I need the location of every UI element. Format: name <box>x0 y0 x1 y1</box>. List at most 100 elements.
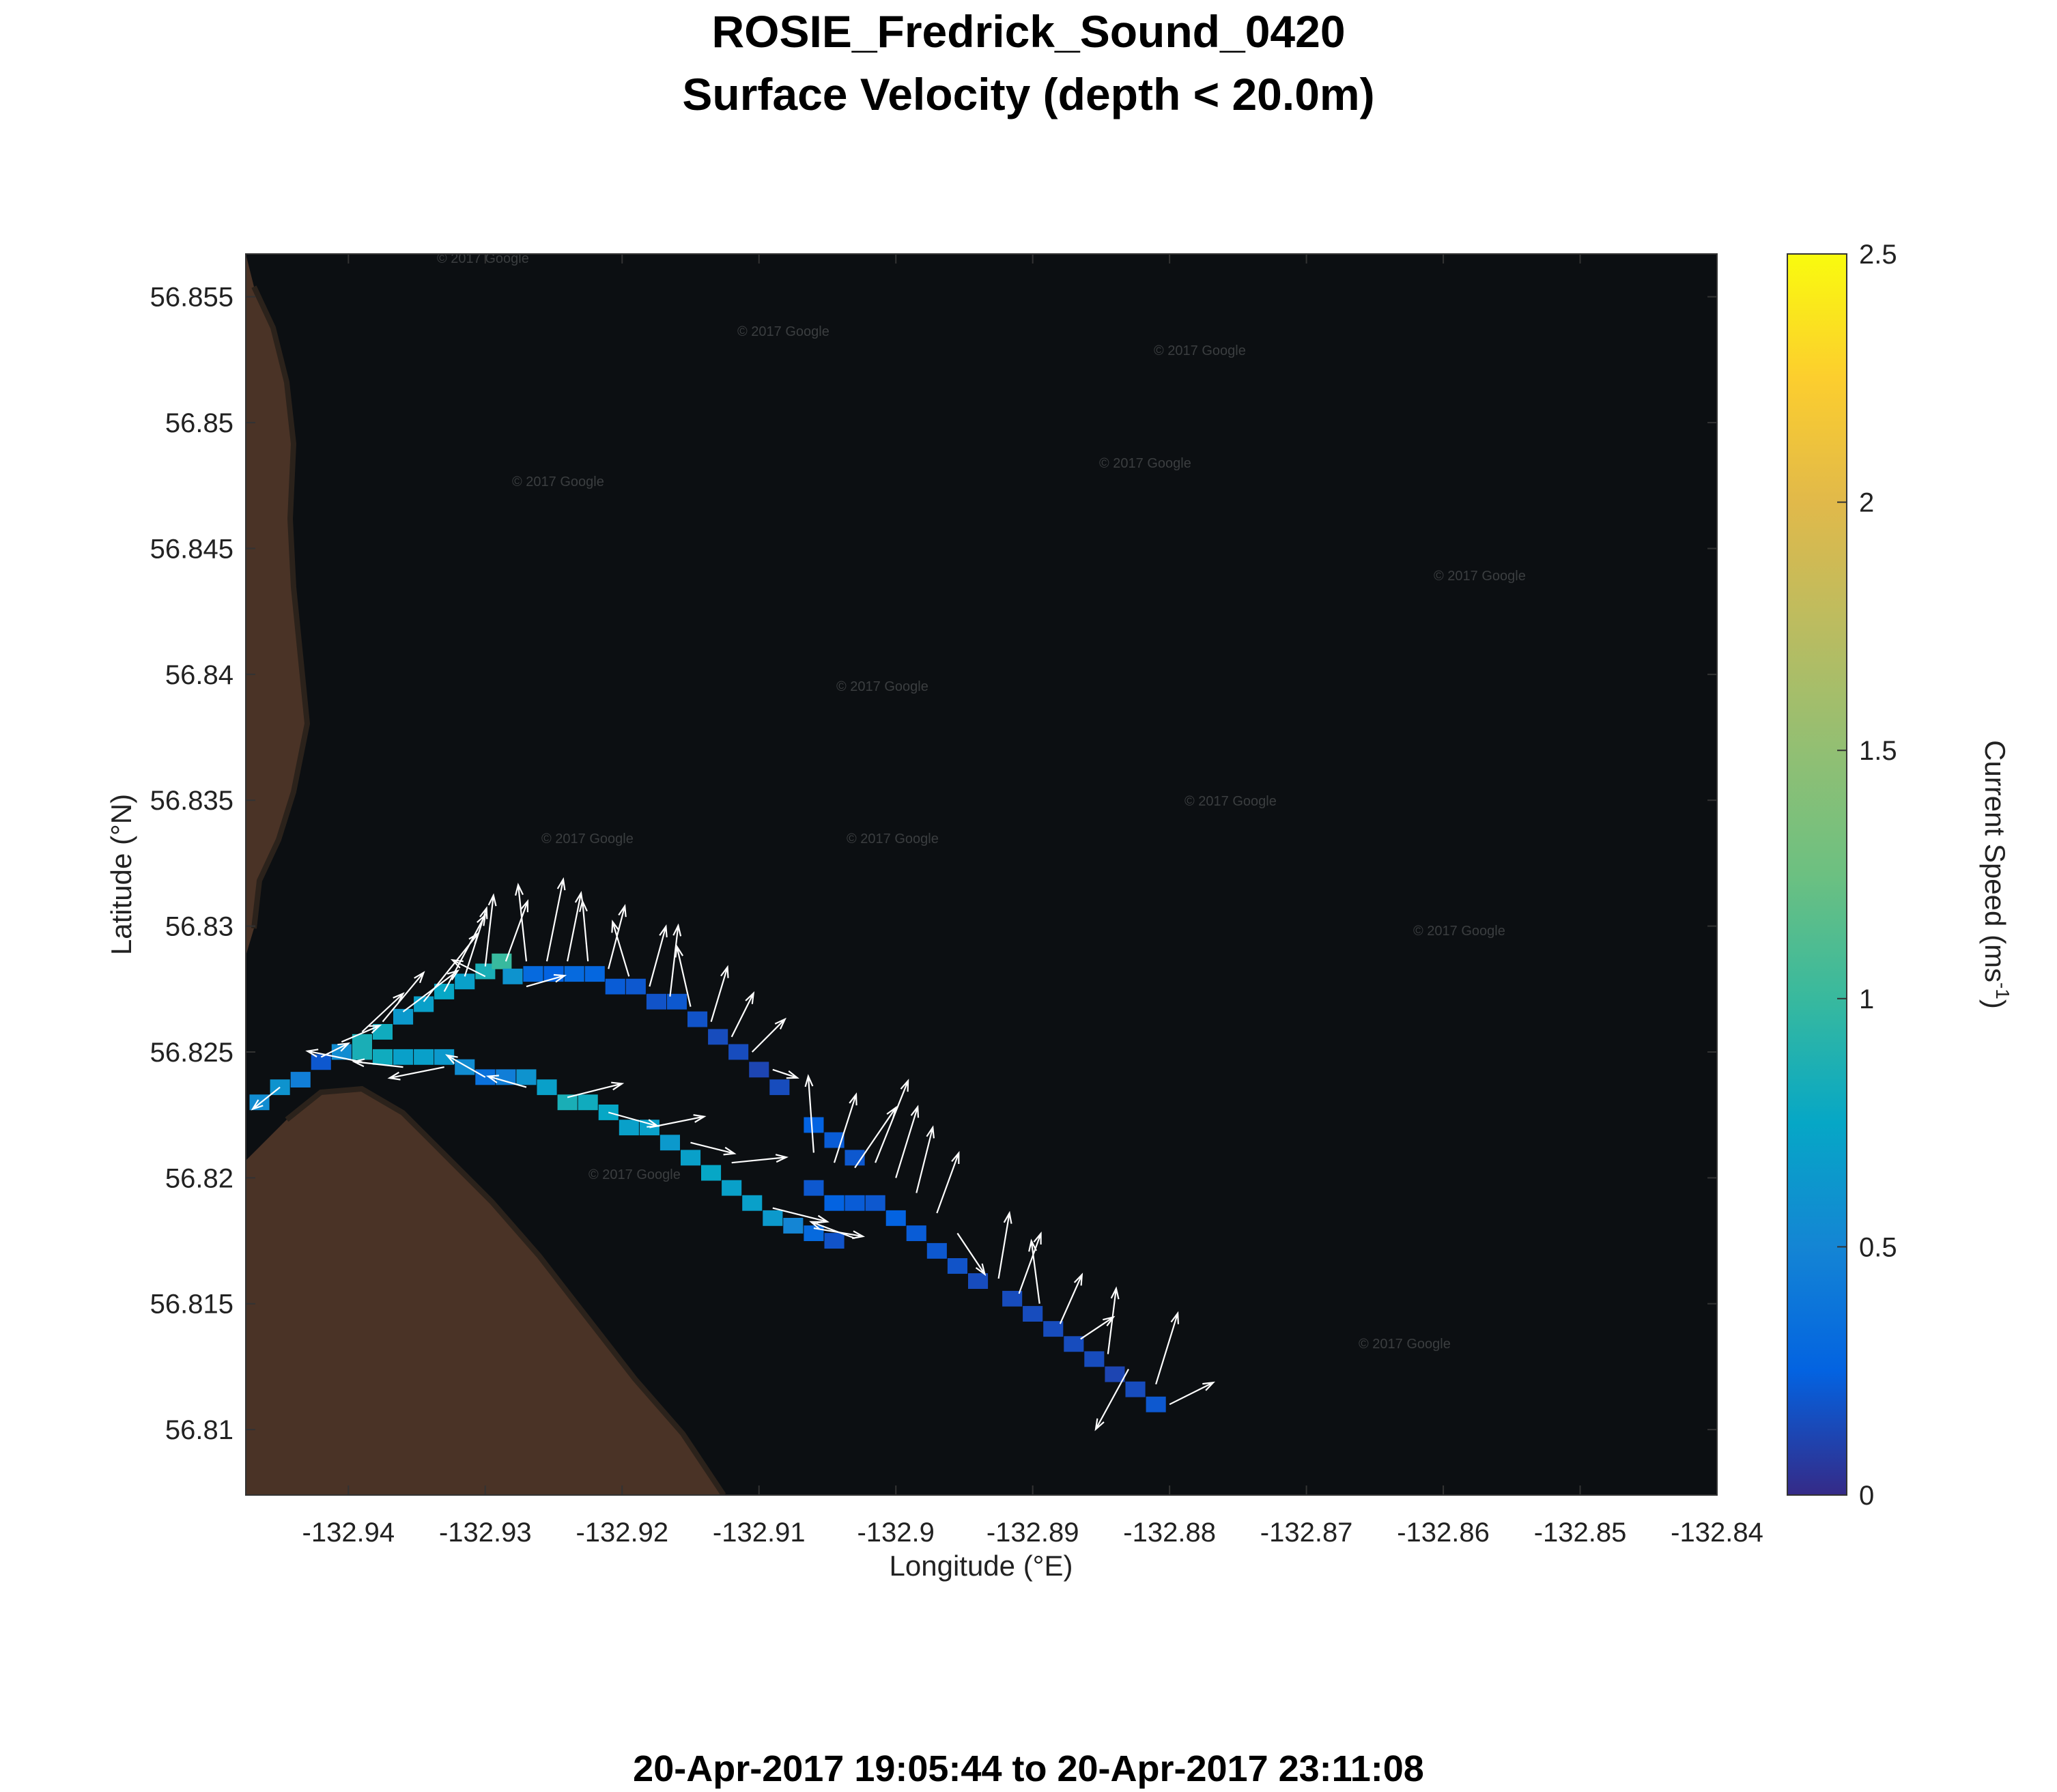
speed-cell <box>1125 1381 1146 1397</box>
speed-cell <box>475 1069 496 1085</box>
velocity-arrow <box>526 973 567 988</box>
speed-cell <box>804 1117 824 1133</box>
speed-cell <box>1064 1336 1084 1352</box>
speed-cell <box>885 1210 906 1226</box>
velocity-arrow <box>251 1086 281 1111</box>
speed-cell <box>947 1258 967 1274</box>
map-watermark: © 2017 Google <box>1413 924 1505 939</box>
map-watermark: © 2017 Google <box>836 679 928 694</box>
velocity-arrow <box>443 913 487 993</box>
shoreline-south <box>285 1085 726 1495</box>
velocity-arrow <box>809 1221 855 1239</box>
velocity-arrow <box>690 1141 737 1156</box>
velocity-arrow <box>1018 1231 1042 1294</box>
velocity-arrow <box>387 1066 444 1081</box>
y-tick-label: 56.845 <box>150 534 233 564</box>
speed-cell <box>769 1079 790 1096</box>
speed-cell <box>666 993 687 1010</box>
speed-cells <box>249 953 1166 1412</box>
speed-cell <box>352 1044 372 1060</box>
velocity-arrow <box>751 1017 786 1053</box>
speed-cell <box>414 996 434 1012</box>
speed-cell <box>865 1195 885 1211</box>
speed-cell <box>372 1049 393 1065</box>
y-tick-label: 56.835 <box>150 786 233 816</box>
speed-cell <box>311 1054 331 1070</box>
speed-cell <box>249 1094 270 1111</box>
velocity-arrow <box>579 898 589 962</box>
velocity-arrow <box>916 1125 935 1193</box>
velocity-arrow <box>1107 1286 1120 1354</box>
velocity-arrow <box>956 1232 987 1277</box>
x-axis-ticks: -132.94 -132.93 -132.92 -132.91 -132.9 -132.8… <box>302 254 1763 1548</box>
velocity-arrow <box>505 899 528 962</box>
velocity-arrow <box>1094 1369 1129 1432</box>
velocity-arrow <box>804 1074 814 1153</box>
colorbar-tick-label: 2.5 <box>1859 240 1897 270</box>
colorbar-label: Current Speed (ms-1) <box>1979 740 2013 1009</box>
map-watermark: © 2017 Google <box>1359 1337 1451 1352</box>
colorbar-tick-label: 0 <box>1859 1481 1874 1511</box>
map-watermark: © 2017 Google <box>1184 794 1277 809</box>
x-tick-label: -132.88 <box>1123 1518 1216 1548</box>
speed-cell <box>537 1079 557 1096</box>
velocity-arrow <box>1080 1315 1116 1340</box>
speed-cell <box>475 963 496 980</box>
speed-cell <box>763 1210 783 1226</box>
x-tick-label: -132.87 <box>1260 1518 1353 1548</box>
speed-cell <box>625 978 646 995</box>
x-tick-label: -132.93 <box>439 1518 532 1548</box>
x-tick-label: -132.91 <box>713 1518 806 1548</box>
colorbar-tick-label: 1 <box>1859 984 1874 1014</box>
speed-cell <box>968 1273 989 1289</box>
speed-cell <box>605 978 625 995</box>
speed-cell <box>926 1242 947 1259</box>
map-watermark: © 2017 Google <box>541 831 634 847</box>
velocity-arrow <box>485 1075 527 1088</box>
x-tick-label: -132.9 <box>857 1518 934 1548</box>
x-tick-label: -132.85 <box>1534 1518 1627 1548</box>
velocity-arrow <box>875 1079 909 1163</box>
velocity-arrow <box>997 1210 1012 1279</box>
velocity-arrow <box>515 882 528 962</box>
speed-cell <box>687 1011 708 1027</box>
speed-cell <box>1023 1306 1043 1322</box>
x-tick-label: -132.94 <box>302 1518 395 1548</box>
speed-cell <box>659 1135 680 1151</box>
speed-cell <box>331 1044 352 1060</box>
map-watermark: © 2017 Google <box>437 251 529 266</box>
y-tick-label: 56.83 <box>165 912 233 942</box>
velocity-arrow <box>649 924 668 987</box>
velocity-arrow <box>444 1054 486 1078</box>
y-tick-label: 56.84 <box>165 660 233 690</box>
speed-cell <box>290 1072 311 1087</box>
velocity-arrow <box>895 1105 920 1178</box>
velocity-arrow <box>710 965 729 1023</box>
speed-cell <box>728 1044 749 1060</box>
speed-cell <box>434 1049 455 1065</box>
map-watermark: © 2017 Google <box>847 831 939 847</box>
speed-cell <box>1105 1366 1125 1382</box>
map-watermark: © 2017 Google <box>1099 456 1191 471</box>
y-tick-label: 56.81 <box>165 1415 233 1445</box>
speed-cell <box>701 1165 722 1181</box>
x-tick-label: -132.89 <box>987 1518 1079 1548</box>
speed-cell <box>1002 1290 1023 1307</box>
velocity-arrow <box>402 969 460 1012</box>
speed-cell <box>455 973 475 990</box>
speed-cell <box>681 1150 701 1166</box>
velocity-arrow <box>731 1154 789 1164</box>
speed-cell <box>393 1049 414 1065</box>
velocity-arrow <box>730 991 755 1038</box>
speed-cell <box>824 1132 845 1148</box>
speed-cell <box>749 1062 769 1078</box>
speed-cell <box>578 1094 598 1111</box>
velocity-arrow <box>1155 1311 1179 1385</box>
y-tick-label: 56.855 <box>150 283 233 313</box>
x-tick-label: -132.92 <box>576 1518 668 1548</box>
speed-cell <box>564 966 584 982</box>
speed-cell <box>845 1195 865 1211</box>
speed-cell <box>708 1029 728 1045</box>
colorbar <box>1787 253 1847 1496</box>
